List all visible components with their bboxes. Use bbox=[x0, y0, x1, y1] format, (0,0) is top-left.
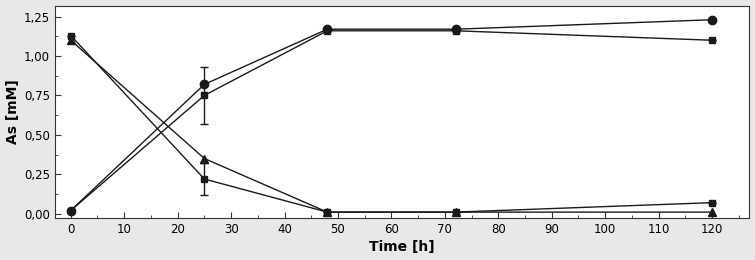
Y-axis label: As [mM]: As [mM] bbox=[5, 80, 20, 144]
X-axis label: Time [h]: Time [h] bbox=[369, 240, 435, 255]
